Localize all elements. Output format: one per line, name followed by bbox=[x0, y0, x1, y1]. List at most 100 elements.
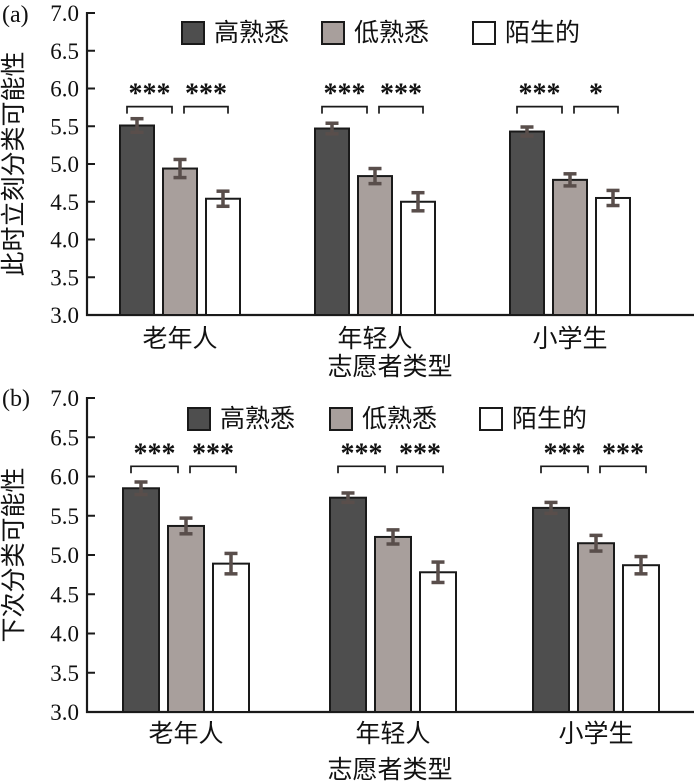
y-tick-label: 3.5 bbox=[50, 265, 79, 290]
bar-low-familiar-0 bbox=[162, 167, 198, 316]
sig-bracket-0-0 bbox=[126, 105, 173, 114]
y-tick-label: 4.0 bbox=[50, 228, 79, 253]
panel-a-y-axis-title: 此时立刻分类可能性 bbox=[0, 51, 28, 276]
error-bar-high-familiar-1 bbox=[325, 121, 339, 136]
panel-b-x-axis-title: 志愿者类型 bbox=[327, 756, 452, 783]
panel-a-label: (a) bbox=[2, 2, 29, 28]
bar-stranger-2 bbox=[595, 196, 631, 317]
panel-b-chart: 3.0 3.5 4.0 4.5 5.0 5.5 6.0 6.5 7.0 *** *** *** *** *… bbox=[0, 386, 694, 783]
error-bar-low-familiar-2 bbox=[589, 533, 603, 553]
error-bar-high-familiar-0 bbox=[134, 480, 148, 497]
y-tick-label: 4.5 bbox=[50, 582, 79, 607]
bar-stranger-1 bbox=[419, 571, 457, 713]
sig-label-2-0: *** bbox=[544, 438, 586, 469]
error-bar-low-familiar-1 bbox=[386, 528, 400, 546]
y-tick-label: 5.5 bbox=[50, 114, 79, 139]
sig-label-0-0: *** bbox=[129, 79, 171, 110]
legend-label-stranger: 陌生的 bbox=[505, 19, 580, 47]
error-bar-low-familiar-0 bbox=[173, 157, 187, 180]
sig-bracket-2-0 bbox=[516, 105, 563, 114]
y-tick-label: 6.5 bbox=[50, 425, 79, 450]
bar-low-familiar-1 bbox=[374, 535, 412, 713]
sig-bracket-1-1 bbox=[396, 465, 444, 474]
legend-label-low-familiar: 低熟悉 bbox=[362, 405, 437, 433]
legend-swatch-low-familiar bbox=[321, 21, 345, 45]
bar-stranger-0 bbox=[205, 197, 241, 316]
sig-bracket-1-1 bbox=[378, 105, 424, 114]
bar-high-familiar-2 bbox=[532, 506, 570, 713]
y-tick-label: 7.0 bbox=[50, 386, 79, 411]
sig-bracket-2-1 bbox=[573, 105, 619, 114]
y-tick-label: 3.5 bbox=[50, 661, 79, 686]
y-tick-label: 4.0 bbox=[50, 622, 79, 647]
y-tick-label: 5.0 bbox=[50, 543, 79, 568]
sig-label-1-0: *** bbox=[324, 79, 366, 110]
error-bar-high-familiar-2 bbox=[520, 125, 534, 138]
y-tick-label: 6.5 bbox=[50, 39, 79, 64]
legend-swatch-high-familiar bbox=[187, 407, 211, 431]
sig-bracket-2-0 bbox=[540, 465, 589, 474]
y-tick-label: 7.0 bbox=[50, 1, 79, 26]
category-label-0: 老年人 bbox=[142, 325, 217, 353]
y-tick-label: 6.0 bbox=[50, 77, 79, 102]
error-bar-stranger-0 bbox=[224, 551, 238, 576]
legend-swatch-low-familiar bbox=[329, 407, 353, 431]
sig-label-1-0: *** bbox=[341, 438, 383, 469]
sig-label-1-1: *** bbox=[399, 438, 441, 469]
bar-high-familiar-0 bbox=[119, 124, 155, 317]
bar-high-familiar-1 bbox=[329, 496, 367, 713]
sig-bracket-0-1 bbox=[189, 465, 237, 474]
legend-label-stranger: 陌生的 bbox=[512, 405, 587, 433]
category-label-0: 老年人 bbox=[148, 720, 223, 748]
error-bar-high-familiar-0 bbox=[130, 116, 144, 135]
category-label-1: 年轻人 bbox=[337, 325, 412, 353]
sig-label-0-1: *** bbox=[185, 79, 227, 110]
panel-a-x-axis-title: 志愿者类型 bbox=[327, 353, 452, 378]
y-tick-label: 5.5 bbox=[50, 504, 79, 529]
bar-low-familiar-2 bbox=[577, 542, 615, 713]
legend-label-high-familiar: 高熟悉 bbox=[220, 405, 295, 433]
error-bar-stranger-0 bbox=[216, 189, 230, 209]
sig-label-0-1: *** bbox=[192, 438, 234, 469]
bar-stranger-1 bbox=[400, 200, 436, 316]
bar-low-familiar-0 bbox=[167, 524, 205, 713]
bar-low-familiar-2 bbox=[552, 178, 588, 316]
bar-high-familiar-1 bbox=[314, 127, 350, 316]
y-tick-label: 5.0 bbox=[50, 152, 79, 177]
bar-stranger-2 bbox=[622, 564, 660, 713]
error-bar-high-familiar-2 bbox=[544, 500, 558, 516]
bar-low-familiar-1 bbox=[357, 175, 393, 316]
panel-b: 3.0 3.5 4.0 4.5 5.0 5.5 6.0 6.5 7.0 *** *** *** *** *… bbox=[0, 378, 700, 783]
bar-high-familiar-0 bbox=[122, 487, 160, 714]
error-bar-stranger-2 bbox=[634, 554, 648, 576]
error-bar-stranger-1 bbox=[431, 560, 445, 585]
sig-bracket-0-1 bbox=[183, 105, 229, 114]
legend-swatch-high-familiar bbox=[181, 21, 205, 45]
sig-label-1-1: *** bbox=[380, 79, 422, 110]
sig-label-0-0: *** bbox=[134, 438, 176, 469]
sig-bracket-1-0 bbox=[321, 105, 368, 114]
sig-label-2-0: *** bbox=[519, 79, 561, 110]
legend-label-low-familiar: 低熟悉 bbox=[354, 19, 429, 47]
error-bar-low-familiar-1 bbox=[368, 166, 382, 186]
category-label-1: 年轻人 bbox=[355, 720, 430, 748]
error-bar-high-familiar-1 bbox=[341, 491, 355, 505]
error-bar-low-familiar-0 bbox=[179, 516, 193, 536]
sig-bracket-1-0 bbox=[337, 465, 386, 474]
y-tick-label: 3.0 bbox=[50, 303, 79, 328]
error-bar-low-familiar-2 bbox=[563, 172, 577, 188]
error-bar-stranger-2 bbox=[606, 188, 620, 208]
bar-stranger-0 bbox=[212, 562, 250, 713]
legend-swatch-stranger bbox=[472, 21, 496, 45]
legend-label-high-familiar: 高熟悉 bbox=[214, 19, 289, 47]
y-tick-label: 6.0 bbox=[50, 465, 79, 490]
y-tick-label: 4.5 bbox=[50, 190, 79, 215]
y-tick-label: 3.0 bbox=[50, 700, 79, 725]
sig-label-2-1: * bbox=[589, 79, 603, 110]
sig-bracket-0-0 bbox=[130, 465, 179, 474]
category-label-2: 小学生 bbox=[558, 720, 633, 748]
panel-a-chart: 3.03.54.04.55.05.56.06.57.0*** *** *** *** *… bbox=[0, 1, 694, 378]
sig-label-2-1: *** bbox=[602, 438, 644, 469]
bar-high-familiar-2 bbox=[509, 130, 545, 316]
